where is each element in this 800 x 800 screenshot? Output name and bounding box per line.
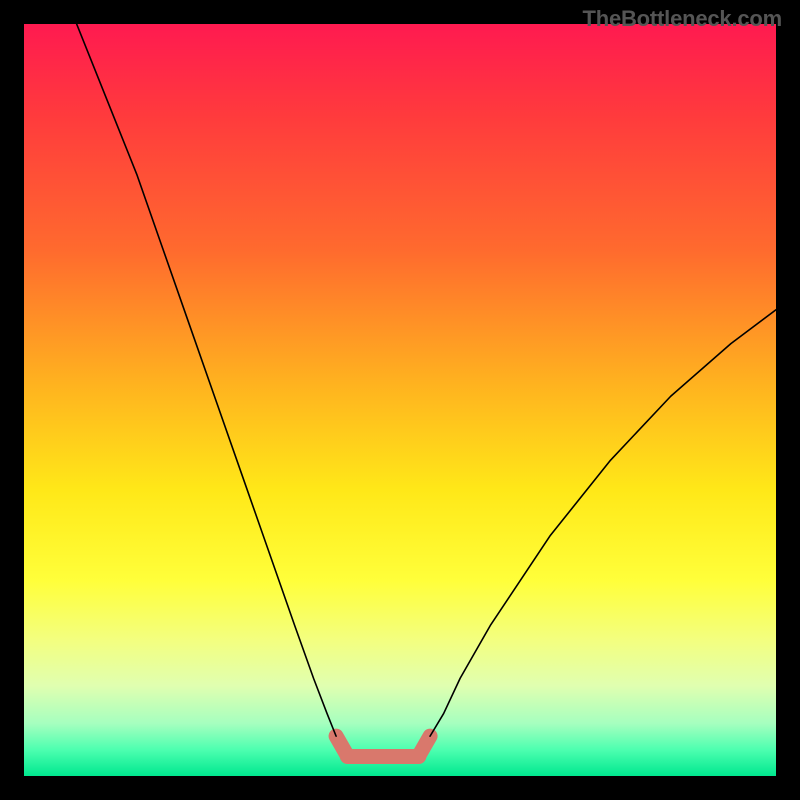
curve-left: [77, 24, 336, 736]
valley-band-segment-2: [419, 736, 430, 756]
chart-svg: [24, 24, 776, 776]
watermark-text: TheBottleneck.com: [582, 6, 782, 32]
curve-right: [430, 310, 776, 736]
chart-frame: TheBottleneck.com: [0, 0, 800, 800]
plot-area: [24, 24, 776, 776]
